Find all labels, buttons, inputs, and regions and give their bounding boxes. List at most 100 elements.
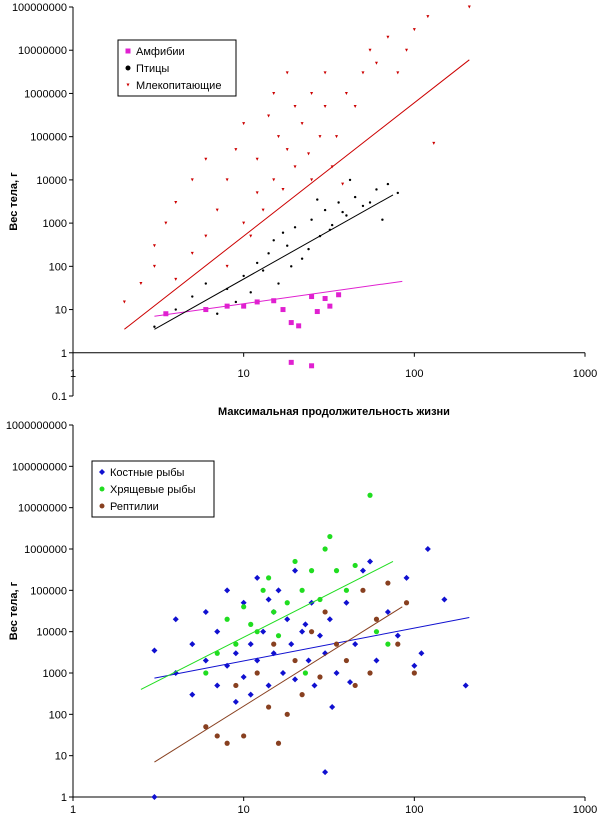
data-point [241, 733, 247, 739]
data-point [232, 698, 239, 705]
series-0 [151, 546, 470, 800]
data-point [300, 257, 304, 260]
top-chart: 0.11101001000100001000001000000100000001… [8, 2, 597, 418]
data-point [307, 152, 311, 156]
data-point [202, 657, 209, 664]
data-point [247, 691, 254, 698]
y-tick-label: 10000 [36, 175, 67, 187]
data-point [242, 122, 246, 126]
data-point [203, 670, 209, 676]
data-point [233, 682, 239, 689]
series-0 [154, 280, 403, 369]
data-point [288, 320, 294, 326]
data-point [302, 621, 309, 628]
data-point [216, 312, 219, 315]
data-point [224, 740, 230, 746]
data-point [311, 682, 318, 689]
data-point [255, 157, 259, 161]
data-point [254, 670, 260, 676]
trend-line [124, 59, 470, 330]
data-point [277, 282, 280, 285]
data-point [307, 247, 310, 251]
data-point [308, 568, 315, 574]
data-point [202, 608, 209, 615]
data-point [151, 794, 158, 800]
data-point [190, 178, 194, 182]
legend: Амфибии Птицы Млекопитающие [117, 39, 237, 97]
data-point [359, 567, 366, 574]
legend-box [91, 460, 215, 518]
data-point [467, 5, 471, 9]
data-point [344, 91, 348, 95]
data-point [204, 234, 208, 238]
data-point [214, 733, 220, 739]
data-point [333, 670, 340, 676]
data-point [275, 587, 282, 594]
data-point [296, 323, 302, 329]
data-point [343, 587, 350, 593]
data-point [284, 711, 290, 717]
data-point [361, 204, 365, 208]
trend-line [154, 280, 403, 317]
y-tick-label: 0.1 [52, 391, 67, 403]
data-point [279, 670, 286, 676]
data-point [288, 359, 294, 365]
data-point [348, 178, 352, 182]
data-point [327, 303, 333, 309]
data-point [286, 244, 289, 247]
data-point [329, 704, 336, 711]
data-point [189, 641, 196, 648]
data-point [333, 641, 340, 647]
data-point [424, 546, 431, 552]
data-point [191, 295, 194, 298]
data-point [302, 670, 309, 676]
trend-line [154, 617, 470, 679]
data-point [292, 657, 298, 664]
legend: Костные рыбы Хрящевые рыбы Рептилии [91, 460, 215, 518]
data-point [441, 596, 448, 603]
x-tick-label: 10 [238, 368, 250, 380]
data-point [330, 223, 334, 227]
legend-marker [99, 486, 105, 492]
data-point [367, 558, 374, 565]
data-point [299, 587, 305, 593]
data-point [190, 251, 194, 255]
data-point [240, 674, 247, 681]
y-tick-label: 1000 [43, 218, 67, 230]
data-point [164, 221, 168, 225]
data-point [322, 546, 328, 552]
data-point [300, 122, 304, 126]
y-tick-label: 10000000 [18, 45, 67, 57]
data-point [275, 633, 282, 639]
data-point [249, 234, 253, 238]
legend-marker [99, 503, 105, 509]
data-point [352, 562, 358, 569]
data-point [260, 628, 267, 635]
data-point [310, 178, 314, 182]
data-point [254, 629, 260, 635]
data-point [293, 226, 297, 229]
y-tick-label: 1000 [43, 668, 67, 680]
data-point [293, 104, 297, 108]
series-2 [154, 580, 417, 763]
y-tick-label: 1 [61, 792, 67, 804]
x-tick-label: 100 [405, 368, 423, 380]
y-tick-label: 100000 [30, 132, 67, 144]
data-point [174, 308, 177, 311]
data-point [280, 307, 286, 313]
data-point [341, 182, 345, 186]
data-point [352, 641, 359, 648]
data-point [396, 71, 400, 75]
data-point [224, 616, 230, 622]
data-point [323, 104, 327, 108]
data-point [234, 148, 238, 152]
data-point [323, 71, 327, 75]
data-point [214, 650, 220, 656]
data-point [281, 231, 285, 234]
data-point [254, 574, 261, 581]
data-point [335, 135, 339, 139]
y-tick-label: 1000000 [24, 88, 67, 100]
data-point [151, 647, 158, 654]
data-point [163, 311, 169, 317]
